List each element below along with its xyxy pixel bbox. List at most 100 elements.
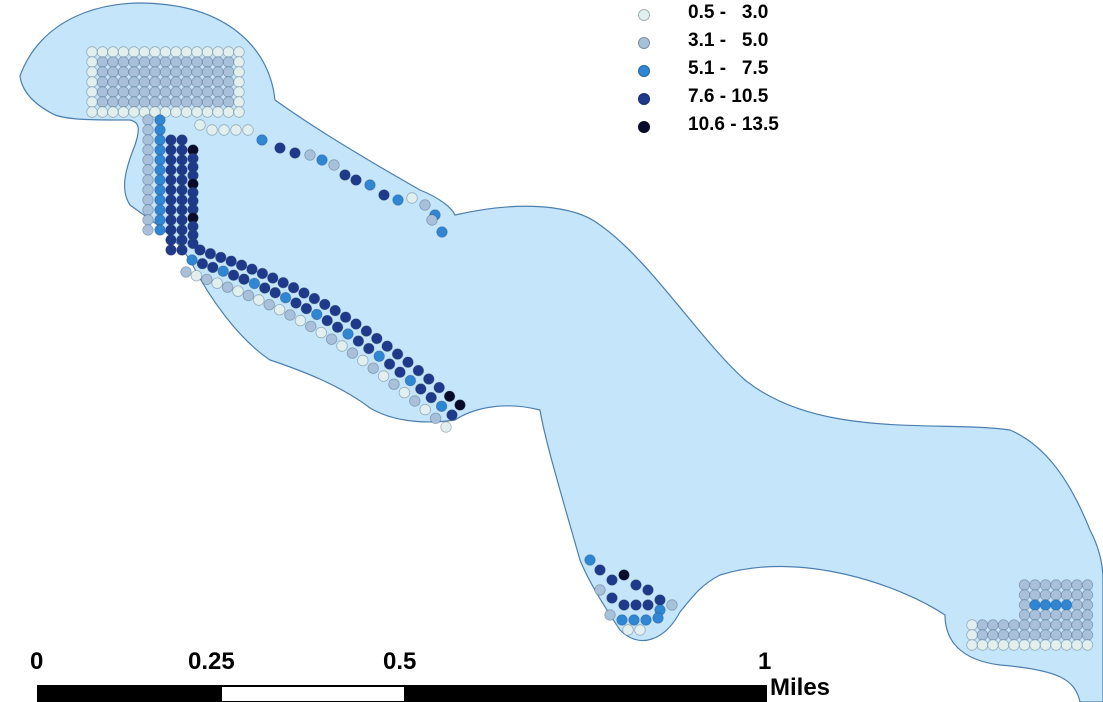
- depth-point-212: [269, 287, 281, 299]
- depth-point-342: [1008, 639, 1020, 651]
- depth-point-232: [350, 318, 362, 330]
- depth-point-64: [117, 86, 130, 98]
- depth-point-336: [1071, 629, 1083, 641]
- depth-point-201: [221, 281, 234, 293]
- depth-point-326: [966, 629, 978, 641]
- depth-point-101: [191, 106, 203, 118]
- depth-point-49: [117, 76, 130, 88]
- depth-point-321: [1039, 619, 1052, 631]
- depth-point-217: [298, 287, 310, 299]
- depth-point-236: [352, 335, 365, 347]
- depth-point-83: [159, 96, 172, 108]
- depth-point-249: [388, 378, 400, 390]
- depth-point-157: [142, 174, 154, 186]
- depth-point-144: [165, 164, 177, 176]
- depth-point-278: [666, 599, 678, 611]
- depth-point-89: [222, 96, 235, 108]
- depth-point-235: [360, 325, 373, 337]
- depth-point-130: [176, 134, 188, 146]
- depth-point-45: [233, 66, 245, 78]
- depth-point-133: [154, 124, 166, 136]
- depth-point-262: [454, 399, 466, 411]
- depth-point-310: [1050, 609, 1062, 621]
- depth-point-247: [402, 356, 414, 368]
- scale-tick-0: 0: [30, 648, 44, 675]
- depth-point-199: [235, 259, 248, 271]
- depth-point-186: [187, 237, 199, 250]
- depth-point-241: [381, 340, 393, 352]
- depth-point-192: [190, 270, 203, 282]
- depth-point-142: [142, 144, 154, 156]
- depth-point-188: [186, 254, 198, 266]
- depth-point-175: [176, 224, 188, 236]
- depth-point-48: [107, 76, 119, 88]
- depth-point-206: [248, 277, 261, 290]
- depth-point-226: [329, 304, 341, 317]
- depth-point-74: [222, 86, 235, 98]
- depth-point-267: [606, 574, 618, 586]
- depth-point-305: [1071, 599, 1083, 611]
- depth-point-185: [176, 244, 188, 256]
- depth-point-258: [419, 403, 431, 416]
- depth-point-76: [86, 96, 98, 108]
- depth-point-73: [212, 86, 224, 98]
- depth-point-296: [1050, 589, 1062, 601]
- depth-point-30: [233, 56, 245, 68]
- depth-point-283: [652, 612, 664, 624]
- depth-point-19: [117, 56, 130, 68]
- depth-point-85: [180, 96, 193, 108]
- depth-point-327: [976, 629, 989, 641]
- depth-point-246: [377, 370, 390, 382]
- depth-point-183: [154, 224, 166, 236]
- depth-points: [86, 46, 1094, 651]
- depth-point-291: [1071, 579, 1083, 591]
- depth-point-343: [1018, 639, 1031, 651]
- depth-point-123: [419, 199, 431, 211]
- depth-point-177: [142, 214, 154, 226]
- depth-point-120: [378, 189, 390, 201]
- depth-point-121: [392, 194, 404, 206]
- depth-point-178: [154, 214, 166, 226]
- depth-point-87: [201, 96, 214, 108]
- depth-point-231: [325, 333, 338, 345]
- depth-point-135: [176, 144, 188, 156]
- depth-point-220: [308, 292, 321, 305]
- depth-point-152: [142, 164, 154, 176]
- depth-point-148: [154, 154, 166, 166]
- depth-point-184: [165, 244, 177, 256]
- depth-point-248: [394, 366, 406, 378]
- depth-point-38: [159, 66, 172, 78]
- depth-point-137: [142, 134, 154, 146]
- legend-label-2: 3.1 - 5.0: [688, 30, 769, 51]
- depth-point-80: [128, 96, 140, 108]
- depth-point-71: [191, 86, 203, 98]
- depth-point-250: [412, 364, 425, 377]
- depth-point-339: [976, 639, 989, 651]
- depth-point-289: [1050, 579, 1062, 591]
- depth-point-143: [154, 144, 166, 156]
- depth-point-274: [618, 599, 630, 611]
- depth-point-290: [1060, 579, 1073, 591]
- depth-point-251: [404, 374, 417, 387]
- depth-point-51: [138, 76, 151, 88]
- depth-point-113: [289, 147, 301, 159]
- depth-point-8: [159, 46, 172, 58]
- depth-point-43: [212, 66, 224, 78]
- scale-bar-segment-3: [404, 686, 766, 702]
- depth-point-147: [142, 154, 154, 166]
- depth-point-225: [305, 320, 317, 333]
- depth-point-237: [346, 347, 359, 359]
- depth-point-266: [594, 564, 606, 576]
- depth-point-103: [212, 106, 224, 118]
- depth-point-36: [138, 66, 151, 78]
- depth-point-125: [436, 226, 448, 238]
- depth-point-240: [357, 354, 369, 367]
- depth-point-150: [176, 174, 188, 186]
- depth-point-234: [336, 340, 348, 352]
- depth-point-11: [191, 46, 203, 58]
- depth-point-7: [149, 46, 161, 58]
- depth-point-221: [300, 302, 313, 315]
- depth-point-271: [654, 594, 666, 606]
- depth-point-298: [1071, 589, 1083, 601]
